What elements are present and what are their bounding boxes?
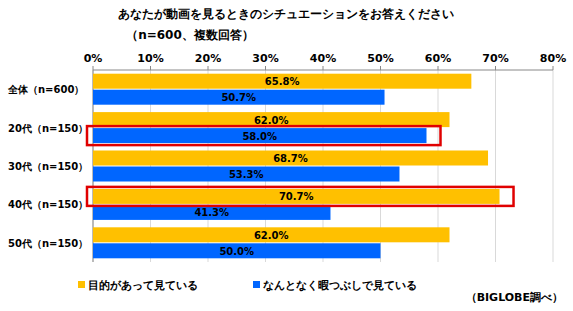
tick-mark xyxy=(380,66,381,70)
data-label: 50.0% xyxy=(219,246,254,257)
data-labels: 65.8% 50.7% 62.0% 58.0% 68.7% 53.3% 70.7% 41.3%… xyxy=(194,76,313,257)
subtitle: （n=600、複数回答） xyxy=(126,28,254,42)
grid-line xyxy=(495,70,496,262)
data-label: 50.7% xyxy=(221,92,256,103)
legend-swatch xyxy=(78,281,85,288)
category-label: 20代（n=150） xyxy=(8,123,88,134)
category-label: 40代（n=150） xyxy=(8,199,88,210)
data-label: 68.7% xyxy=(273,153,308,164)
data-label: 65.8% xyxy=(265,76,300,87)
tick-label: 10% xyxy=(137,52,163,65)
data-label: 62.0% xyxy=(254,115,289,126)
bar xyxy=(93,227,450,242)
grid xyxy=(93,66,553,262)
tick-mark xyxy=(553,66,554,70)
data-label: 62.0% xyxy=(254,230,289,241)
legend: 目的があって見ている なんとなく暇つぶしで見ている xyxy=(78,279,417,292)
tick-mark xyxy=(93,66,94,70)
bar xyxy=(93,74,471,89)
tick-mark xyxy=(438,66,439,70)
tick-label: 30% xyxy=(252,52,278,65)
tick-label: 40% xyxy=(310,52,336,65)
bars xyxy=(93,74,500,259)
tick-label: 70% xyxy=(482,52,508,65)
tick-label: 60% xyxy=(425,52,451,65)
category-label: 50代（n=150） xyxy=(8,238,88,249)
highlight-box xyxy=(87,187,514,206)
tick-mark xyxy=(150,66,151,70)
tick-mark xyxy=(265,66,266,70)
data-label: 53.3% xyxy=(229,169,264,180)
chart: あなたが動画を見るときのシチュエーションをお答えください （n=600、複数回答）… xyxy=(0,0,573,311)
tick-label: 20% xyxy=(195,52,221,65)
bar xyxy=(93,90,385,105)
tick-mark xyxy=(323,66,324,70)
data-label: 41.3% xyxy=(194,207,229,218)
category-label: 全体（n=600） xyxy=(7,84,84,95)
data-label: 70.7% xyxy=(279,191,314,202)
bar xyxy=(93,167,399,182)
source-note: （BIGLOBE調べ） xyxy=(466,291,563,304)
tick-label: 0% xyxy=(84,52,103,65)
legend-label: なんとなく暇つぶしで見ている xyxy=(263,279,417,292)
bar xyxy=(93,243,381,258)
legend-swatch xyxy=(253,281,260,288)
bar xyxy=(93,128,427,143)
bar xyxy=(93,151,488,166)
tick-label: 50% xyxy=(367,52,393,65)
category-label: 30代（n=150） xyxy=(8,161,88,172)
highlight-box xyxy=(87,126,441,145)
bar xyxy=(93,112,450,127)
tick-label: 80% xyxy=(540,52,566,65)
x-axis xyxy=(93,70,553,71)
bar xyxy=(93,189,500,204)
data-label: 58.0% xyxy=(242,131,277,142)
tick-mark xyxy=(208,66,209,70)
grid-line xyxy=(553,70,554,262)
tick-mark xyxy=(495,66,496,70)
legend-label: 目的があって見ている xyxy=(88,279,198,292)
title: あなたが動画を見るときのシチュエーションをお答えください xyxy=(118,7,454,21)
